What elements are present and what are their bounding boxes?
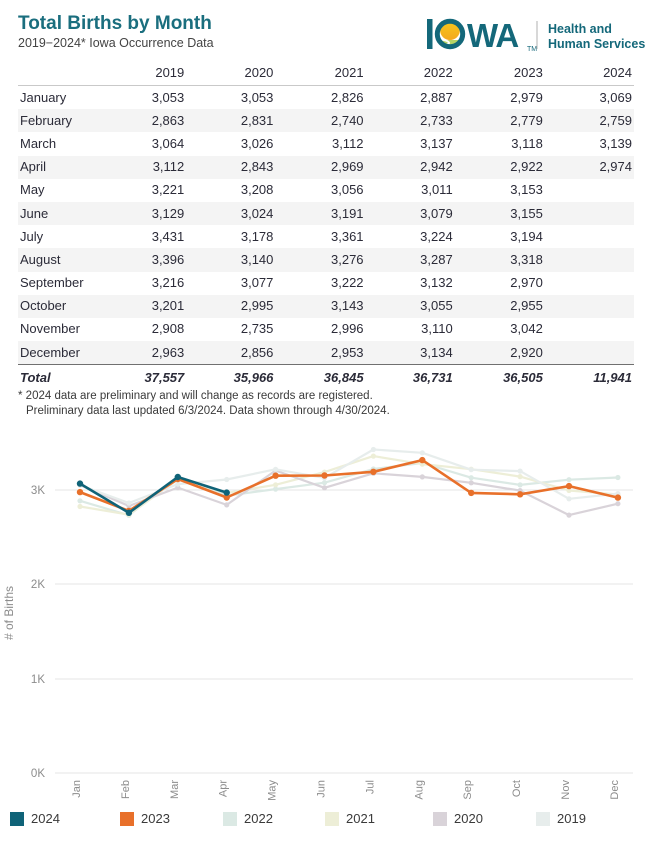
- svg-text:Dec: Dec: [609, 780, 621, 800]
- svg-text:Nov: Nov: [560, 780, 572, 800]
- svg-text:3K: 3K: [31, 485, 45, 497]
- svg-text:Sep: Sep: [462, 780, 474, 800]
- svg-text:WA: WA: [467, 17, 518, 54]
- svg-text:# of Births: # of Births: [2, 586, 16, 640]
- svg-text:Jul: Jul: [364, 780, 376, 794]
- svg-text:Health and: Health and: [548, 22, 612, 36]
- svg-text:Jan: Jan: [71, 780, 83, 798]
- svg-text:Human Services: Human Services: [548, 37, 645, 51]
- svg-text:Apr: Apr: [218, 780, 230, 797]
- svg-text:0K: 0K: [31, 768, 45, 780]
- svg-text:Aug: Aug: [413, 780, 425, 800]
- svg-text:TM: TM: [527, 46, 537, 53]
- svg-text:2K: 2K: [31, 579, 45, 591]
- svg-text:May: May: [267, 780, 279, 801]
- svg-text:Jun: Jun: [316, 780, 328, 798]
- svg-text:1K: 1K: [31, 674, 45, 686]
- svg-text:Feb: Feb: [120, 780, 132, 799]
- svg-text:Oct: Oct: [511, 780, 523, 797]
- svg-text:Mar: Mar: [169, 780, 181, 799]
